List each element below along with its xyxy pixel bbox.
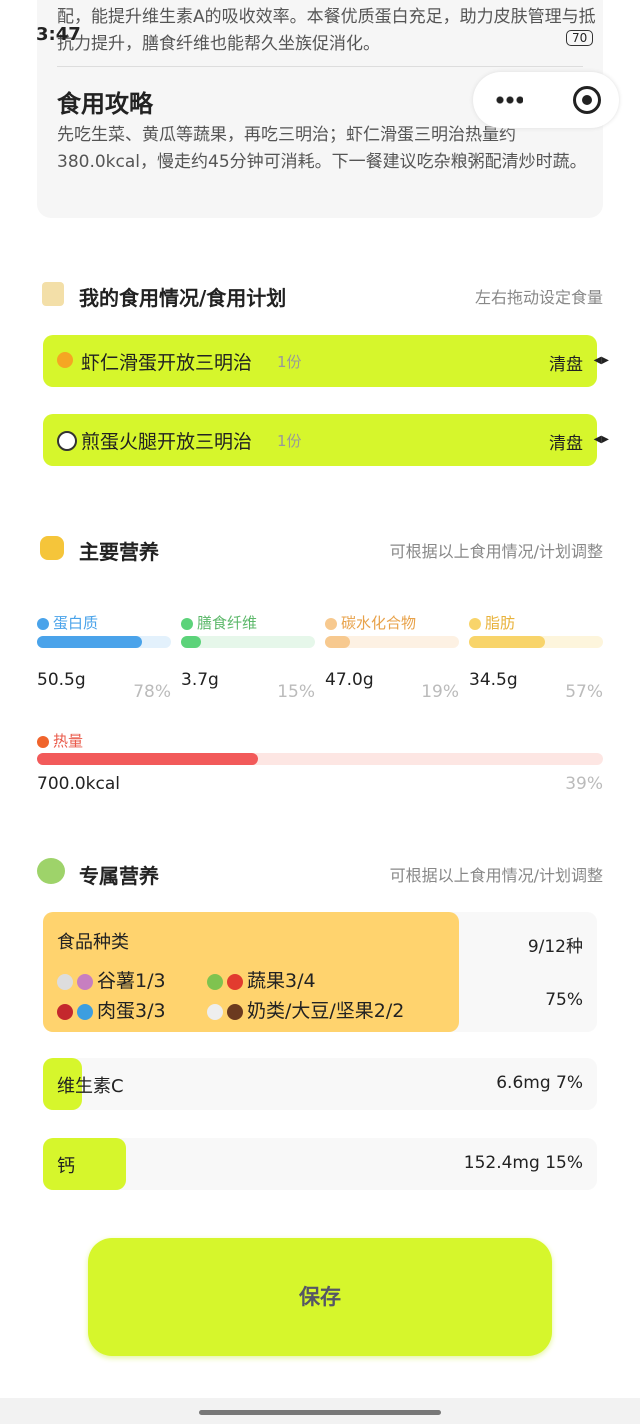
energy-bar xyxy=(37,753,258,765)
nutrient-percent: 15% xyxy=(277,682,315,702)
nutrient-amount: 34.5g xyxy=(469,670,518,690)
food-group: 谷薯1/3 xyxy=(97,970,166,992)
nutrient-name: 膳食纤维 xyxy=(197,614,258,632)
close-button[interactable] xyxy=(573,86,601,114)
plan-item-name: 虾仁滑蛋开放三明治 xyxy=(81,352,253,374)
nav-bar xyxy=(0,1398,640,1424)
plan-hint: 左右拖动设定食量 xyxy=(474,288,603,307)
special-title: 专属营养 xyxy=(79,864,159,888)
track xyxy=(37,753,603,765)
plan-item-name: 煎蛋火腿开放三明治 xyxy=(81,431,253,453)
energy-amount: 700.0kcal xyxy=(37,774,120,794)
save-label: 保存 xyxy=(299,1285,341,1309)
track xyxy=(181,636,315,648)
food-groups: 谷薯1/3 蔬果3/4 肉蛋3/3 奶类/大豆/坚果2/2 xyxy=(57,966,437,1026)
energy-percent: 39% xyxy=(565,774,603,794)
nutrient-amount: 47.0g xyxy=(325,670,374,690)
special-hint: 可根据以上食用情况/计划调整 xyxy=(389,866,603,885)
nutrient: 膳食纤维 3.7g 15% xyxy=(181,612,315,702)
special-item: 钙 152.4mg 15% xyxy=(43,1138,597,1190)
status-time: 3:47 xyxy=(36,24,81,45)
icon xyxy=(40,536,64,560)
nutrient: 碳水化合物 47.0g 19% xyxy=(325,612,459,702)
nutrient-percent: 78% xyxy=(133,682,171,702)
food-group: 蔬果3/4 xyxy=(247,970,316,992)
main-title: 主要营养 xyxy=(79,540,159,564)
special-bar xyxy=(43,1058,82,1110)
icon xyxy=(42,282,64,306)
food-group: 奶类/大豆/坚果2/2 xyxy=(247,1000,405,1022)
nutrient-name: 碳水化合物 xyxy=(341,614,417,632)
save-button[interactable]: 保存 xyxy=(88,1238,552,1356)
food-types-percent: 75% xyxy=(545,990,583,1010)
drag-handle[interactable]: ◀▶ xyxy=(593,434,609,445)
nutrient-name: 蛋白质 xyxy=(53,614,99,632)
plan-item[interactable]: 虾仁滑蛋开放三明治 1份 清盘 ◀▶ xyxy=(43,335,609,387)
plan-item-portion: 1份 xyxy=(277,353,302,371)
special-item: 维生素C 6.6mg 7% xyxy=(43,1058,597,1110)
guide-title: 食用攻略 xyxy=(57,90,153,118)
track xyxy=(469,636,603,648)
track xyxy=(325,636,459,648)
guide-intro: 配，能提升维生素A的吸收效率。本餐优质蛋白充足，助力皮肤管理与抵抗力提升，膳食纤… xyxy=(57,7,596,54)
nutrient-bar xyxy=(181,636,202,648)
track xyxy=(37,636,171,648)
nutrient-amount: 3.7g xyxy=(181,670,219,690)
food-types-count: 9/12种 xyxy=(527,937,583,957)
plan-item-portion: 1份 xyxy=(277,432,302,450)
food-types: 食品种类 9/12种 75% 谷薯1/3 蔬果3/4 肉蛋3/3 奶类/大豆/坚果2… xyxy=(43,912,597,1032)
plan-item-status: 清盘 xyxy=(549,434,583,454)
plan-item[interactable]: 煎蛋火腿开放三明治 1份 清盘 ◀▶ xyxy=(43,414,609,466)
special-value: 152.4mg 15% xyxy=(464,1153,583,1173)
icon xyxy=(37,858,65,884)
special-name: 维生素C xyxy=(57,1076,124,1097)
capsule[interactable] xyxy=(473,72,619,128)
more-button[interactable] xyxy=(495,96,523,104)
nutrient-name: 脂肪 xyxy=(485,614,516,632)
nutrient-amount: 50.5g xyxy=(37,670,86,690)
energy: 热量 700.0kcal 39% xyxy=(37,730,603,800)
nutrient: 蛋白质 50.5g 78% xyxy=(37,612,171,702)
food-types-title: 食品种类 xyxy=(57,932,129,953)
nutrient: 脂肪 34.5g 57% xyxy=(469,612,603,702)
special-percent: 7% xyxy=(556,1073,583,1093)
special-amount: 152.4mg xyxy=(463,1153,540,1173)
special-value: 6.6mg 7% xyxy=(496,1073,583,1093)
nutrient-bar xyxy=(37,636,142,648)
battery: 70 xyxy=(566,30,594,46)
nutrient-bar xyxy=(325,636,351,648)
special-name: 钙 xyxy=(57,1156,75,1177)
food-types-bar xyxy=(43,912,459,1032)
nutrient-percent: 57% xyxy=(565,682,603,702)
nutrient-percent: 19% xyxy=(421,682,459,702)
energy-name: 热量 xyxy=(53,732,84,750)
main-hint: 可根据以上食用情况/计划调整 xyxy=(389,542,603,561)
special-bar xyxy=(43,1138,127,1190)
special-percent: 15% xyxy=(545,1153,583,1173)
divider xyxy=(57,66,583,67)
drag-handle[interactable]: ◀▶ xyxy=(593,355,609,366)
food-group: 肉蛋3/3 xyxy=(97,1000,166,1022)
guide-body: 先吃生菜、黄瓜等蔬果，再吃三明治；虾仁滑蛋三明治热量约380.0kcal，慢走约… xyxy=(57,125,587,172)
plan-item-status: 清盘 xyxy=(549,355,583,375)
special-amount: 6.6mg xyxy=(496,1073,551,1093)
plan-title: 我的食用情况/食用计划 xyxy=(79,286,287,310)
nutrient-bar xyxy=(469,636,546,648)
